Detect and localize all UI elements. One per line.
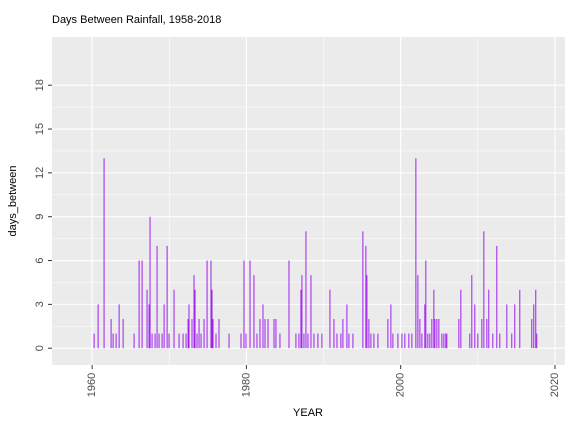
y-tick-label: 6 [34, 257, 46, 263]
x-axis-label: YEAR [293, 407, 323, 419]
x-tick-label: 2020 [549, 373, 561, 397]
y-tick-label: 3 [34, 301, 46, 307]
x-tick-label: 1960 [86, 373, 98, 397]
y-tick-label: 0 [34, 345, 46, 351]
y-axis-label: days_between [7, 166, 19, 237]
x-tick-label: 2000 [395, 373, 407, 397]
y-tick-label: 18 [34, 79, 46, 91]
y-tick-label: 15 [34, 123, 46, 135]
plot-background [52, 37, 565, 365]
y-tick-label: 12 [34, 167, 46, 179]
chart-title: Days Between Rainfall, 1958-2018 [52, 14, 221, 26]
x-tick-label: 1980 [240, 373, 252, 397]
y-tick-label: 9 [34, 214, 46, 220]
